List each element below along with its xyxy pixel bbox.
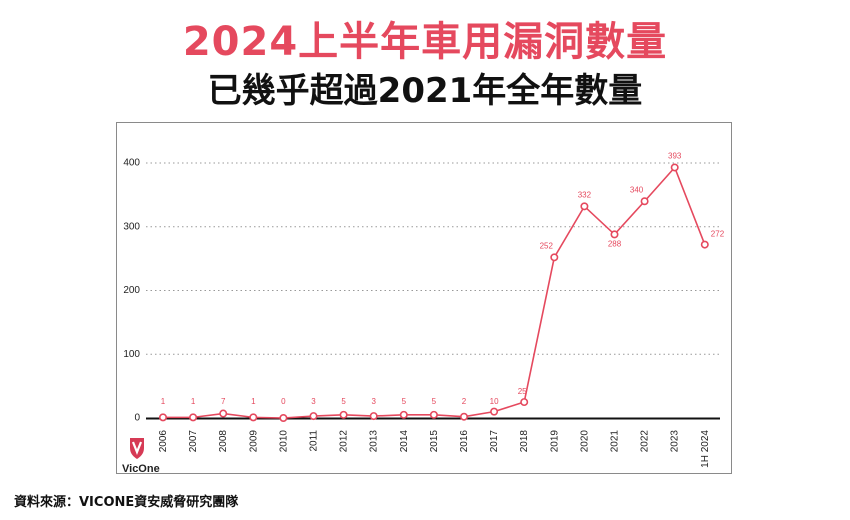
series-line [163, 165, 706, 419]
y-tick-label: 0 [134, 413, 140, 424]
data-label: 288 [608, 239, 622, 248]
x-tick-label: 2015 [429, 430, 440, 453]
data-point [309, 412, 318, 421]
x-tick-label: 2009 [248, 430, 259, 453]
x-tick-label: 2011 [309, 430, 320, 452]
data-point [219, 409, 228, 418]
vicone-logo: VicOne [122, 438, 160, 475]
x-tick-label: 2006 [158, 430, 169, 453]
chart-subtitle: 已幾乎超過2021年全年數量 [207, 71, 643, 111]
x-tick-label: 2022 [640, 430, 651, 453]
data-label: 2 [462, 397, 467, 406]
data-point [189, 413, 198, 422]
logo-text: VicOne [122, 463, 160, 475]
shield-icon [130, 438, 144, 459]
data-point [159, 413, 168, 422]
chart-title: 2024上半年車用漏洞數量 [182, 19, 668, 65]
source-note: 資料來源：VICONE資安威脅研究團隊 [14, 495, 239, 510]
data-label: 340 [630, 185, 644, 194]
data-label: 332 [578, 190, 592, 199]
data-point [580, 202, 589, 211]
data-label: 1 [251, 397, 256, 406]
data-point [640, 197, 649, 206]
data-point [550, 253, 559, 262]
x-tick-label: 2021 [610, 430, 621, 453]
data-label: 3 [371, 397, 376, 406]
data-label: 1 [191, 397, 196, 406]
data-point [459, 412, 468, 421]
x-tick-label: 2019 [549, 430, 560, 453]
data-point [279, 413, 288, 422]
data-label: 5 [402, 397, 407, 406]
data-label: 25 [518, 387, 527, 396]
x-tick-label: 2007 [188, 430, 199, 453]
y-tick-label: 100 [123, 349, 140, 360]
data-label: 0 [281, 397, 286, 406]
y-tick-label: 400 [123, 158, 140, 169]
y-tick-label: 200 [123, 285, 140, 296]
x-tick-label: 2008 [218, 430, 229, 453]
data-label: 5 [432, 397, 437, 406]
data-label: 252 [540, 241, 554, 250]
x-tick-label: 2017 [489, 430, 500, 453]
data-point [339, 410, 348, 419]
data-label: 272 [711, 230, 725, 239]
data-point [249, 413, 258, 422]
data-label: 393 [668, 151, 682, 160]
x-tick-label: 2020 [579, 430, 590, 453]
x-tick-label: 1H 2024 [700, 430, 711, 468]
data-point [520, 398, 529, 407]
data-point [610, 230, 619, 239]
y-tick-label: 300 [123, 221, 140, 232]
data-point [399, 410, 408, 419]
data-point [429, 410, 438, 419]
data-point [490, 407, 499, 416]
data-point [700, 240, 709, 249]
x-tick-label: 2012 [339, 430, 350, 453]
x-tick-label: 2016 [459, 430, 470, 453]
data-label: 1 [161, 397, 166, 406]
data-label: 7 [221, 397, 226, 406]
data-point [369, 412, 378, 421]
x-tick-label: 2013 [369, 430, 380, 453]
x-tick-label: 2018 [519, 430, 530, 453]
data-label: 5 [341, 397, 346, 406]
data-point [670, 163, 679, 172]
x-tick-label: 2014 [399, 430, 410, 453]
x-tick-label: 2010 [278, 430, 289, 453]
x-tick-label: 2023 [670, 430, 681, 453]
data-label: 10 [490, 397, 499, 406]
data-label: 3 [311, 397, 316, 406]
